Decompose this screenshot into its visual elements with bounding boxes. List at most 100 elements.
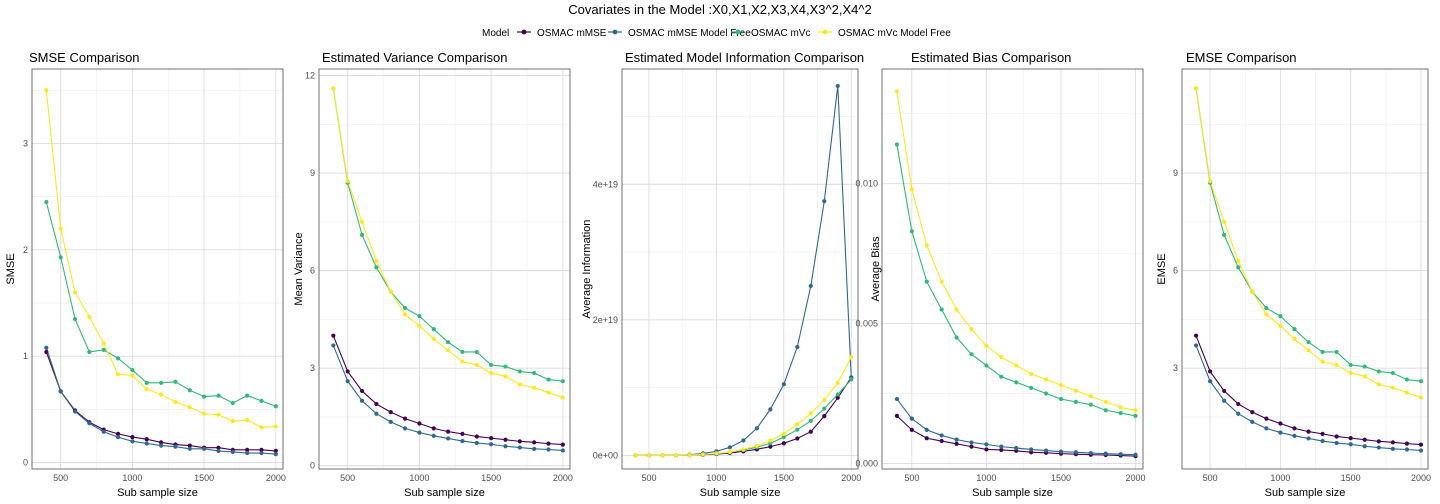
data-point <box>1029 385 1034 390</box>
data-point <box>1264 426 1269 431</box>
x-tick-label: 2000 <box>1411 473 1431 483</box>
data-point <box>808 418 813 423</box>
data-point <box>1348 436 1353 441</box>
data-point <box>158 440 164 445</box>
data-point <box>1348 362 1353 368</box>
data-point <box>1118 410 1123 416</box>
legend-title: Model <box>482 28 509 39</box>
x-axis-label: Sub sample size <box>404 487 485 499</box>
data-point <box>58 226 63 231</box>
data-point <box>1334 349 1339 355</box>
data-point <box>969 327 974 332</box>
data-point <box>474 349 479 355</box>
data-point <box>894 142 900 147</box>
data-point <box>1014 363 1019 368</box>
x-tick-label: 500 <box>904 473 919 483</box>
data-point <box>460 431 465 436</box>
data-point <box>230 419 235 424</box>
data-point <box>660 453 665 458</box>
data-point <box>1133 408 1138 413</box>
data-point <box>374 401 379 407</box>
data-point <box>984 447 989 452</box>
data-point <box>331 86 336 91</box>
data-point <box>1193 86 1199 91</box>
data-point <box>431 426 436 431</box>
data-point <box>445 340 451 345</box>
data-point <box>1208 369 1213 374</box>
y-axis-label: EMSE <box>1156 253 1168 284</box>
data-point <box>849 377 854 382</box>
data-point <box>1278 314 1283 319</box>
data-point <box>1250 419 1255 424</box>
data-point <box>1292 336 1297 342</box>
data-point <box>87 421 92 426</box>
y-tick-label: 4e+19 <box>593 179 618 189</box>
data-point <box>1404 377 1410 382</box>
data-point <box>1320 359 1325 364</box>
data-point <box>489 362 494 368</box>
data-point <box>924 427 929 432</box>
data-point <box>245 417 250 423</box>
data-point <box>1404 447 1410 452</box>
data-point <box>795 344 800 350</box>
data-point <box>1320 431 1325 436</box>
data-point <box>754 443 759 449</box>
data-point <box>894 396 900 402</box>
data-point <box>894 89 900 94</box>
data-point <box>130 373 135 378</box>
data-point <box>1390 385 1395 390</box>
x-tick-label: 1500 <box>481 473 501 483</box>
data-point <box>924 436 929 441</box>
data-point <box>187 443 192 448</box>
data-point <box>273 404 278 409</box>
data-point <box>87 314 92 319</box>
data-point <box>1362 364 1367 369</box>
data-point <box>1250 409 1255 415</box>
panel-title: Estimated Bias Comparison <box>911 50 1071 65</box>
x-axis-label: Sub sample size <box>117 487 198 499</box>
panel-title: EMSE Comparison <box>1186 50 1297 65</box>
data-point <box>532 446 537 451</box>
data-point <box>58 255 63 260</box>
data-point <box>727 449 732 455</box>
data-point <box>1058 396 1064 402</box>
data-point <box>402 312 408 317</box>
x-axis-label: Sub sample size <box>700 487 781 499</box>
y-tick-label: 9 <box>1173 168 1178 178</box>
data-point <box>741 438 746 443</box>
data-point <box>673 453 679 458</box>
data-point <box>954 441 959 446</box>
data-point <box>115 431 121 436</box>
y-tick-label: 3 <box>23 138 28 148</box>
data-point <box>101 341 106 346</box>
data-point <box>1118 452 1123 457</box>
data-point <box>1264 416 1269 421</box>
data-point <box>1222 388 1227 394</box>
data-point <box>768 438 773 443</box>
data-point <box>633 453 638 458</box>
data-point <box>187 388 192 393</box>
data-point <box>1306 340 1311 345</box>
data-point <box>216 393 221 398</box>
data-point <box>216 445 221 450</box>
x-tick-label: 1000 <box>1270 473 1290 483</box>
data-point <box>44 345 49 350</box>
panel-2: Estimated Variance Comparison 500 1000 1500… <box>293 50 573 499</box>
panel-5: EMSE Comparison 500 1000 1500 2000 3 6 9 Sub sam… <box>1156 50 1431 499</box>
data-point <box>1264 305 1269 311</box>
data-point <box>969 440 974 445</box>
data-point <box>1193 333 1199 338</box>
data-point <box>727 445 732 450</box>
data-point <box>1103 399 1108 404</box>
data-point <box>646 453 652 458</box>
data-point <box>1043 377 1049 382</box>
data-point <box>768 444 773 449</box>
data-point <box>999 374 1004 379</box>
legend-label-1: OSMAC mMSE <box>537 28 607 39</box>
data-point <box>374 258 379 263</box>
data-point <box>1390 370 1395 376</box>
data-point <box>216 448 221 454</box>
data-point <box>259 450 264 456</box>
legend-label-4: OSMAC mVc Model Free <box>838 28 951 39</box>
data-point <box>1348 442 1353 447</box>
